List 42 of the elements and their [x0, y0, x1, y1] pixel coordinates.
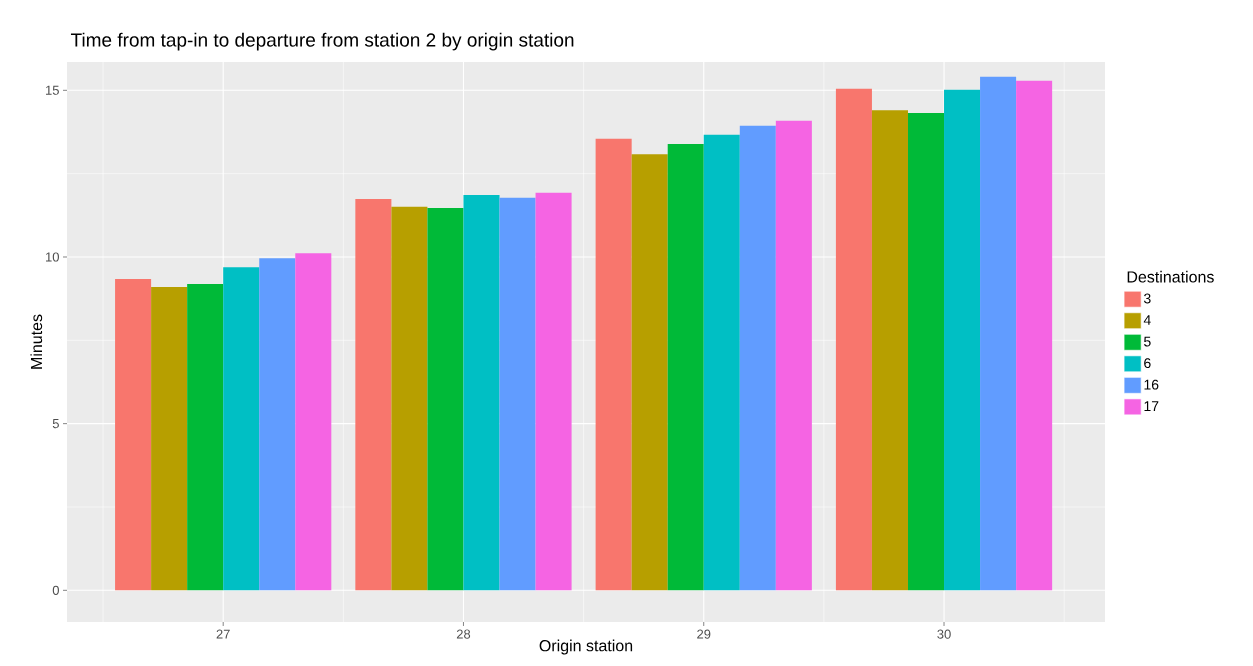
bar [944, 89, 981, 591]
legend-label: 4 [1143, 315, 1151, 325]
x-axis-title: Origin station [539, 639, 633, 655]
bar [871, 110, 908, 591]
bar [667, 143, 704, 591]
bar [223, 267, 260, 591]
bar [980, 76, 1017, 591]
bar [1016, 80, 1053, 591]
chart-title: Time from tap-in to departure from station 2 by origin station [70, 32, 574, 51]
x-tick-label: 29 [697, 629, 711, 639]
x-tick-label: 28 [456, 629, 471, 639]
bar [631, 154, 668, 591]
bar [907, 112, 945, 591]
y-tick-label: 5 [52, 419, 59, 429]
legend-label: 5 [1144, 336, 1151, 347]
y-tick-label: 0 [52, 585, 59, 595]
bar [391, 206, 428, 591]
x-tick-label: 27 [216, 629, 230, 639]
bar [463, 194, 500, 591]
legend-label: 16 [1144, 379, 1159, 390]
bar [187, 283, 224, 591]
bar [427, 207, 464, 591]
bar [259, 258, 296, 591]
bar [295, 253, 332, 591]
bar [115, 278, 152, 591]
legend-title: Destinations [1127, 270, 1214, 283]
bar [499, 197, 536, 591]
y-tick-label: 15 [46, 85, 59, 95]
legend-label: 3 [1143, 293, 1151, 304]
legend-label: 6 [1144, 358, 1151, 369]
bar [151, 286, 188, 591]
bar [775, 120, 812, 591]
legend-label: 17 [1144, 401, 1159, 411]
y-tick-label: 10 [46, 252, 59, 262]
bar [355, 198, 392, 591]
bar [595, 138, 632, 591]
bar [835, 88, 872, 591]
bar [703, 134, 740, 591]
bar [739, 125, 776, 591]
x-tick-label: 30 [937, 629, 951, 639]
y-axis-title: Minutes [30, 314, 43, 369]
bar [535, 192, 572, 591]
